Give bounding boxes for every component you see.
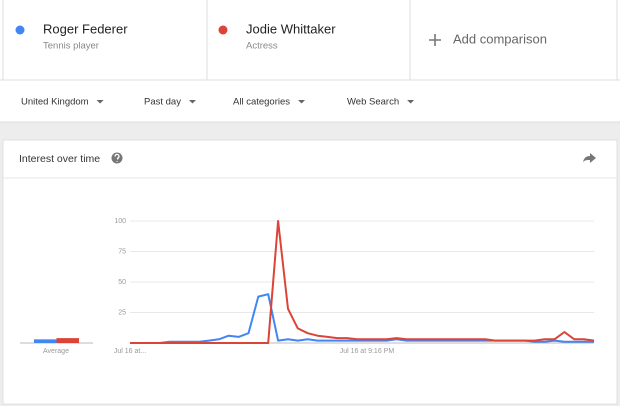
dropdown-arrow (407, 100, 415, 104)
average-bar (56, 338, 79, 343)
series-dot (218, 25, 228, 35)
share-icon[interactable] (583, 153, 596, 163)
search-term-type: Tennis player (43, 41, 99, 52)
y-tick-label: 75 (118, 248, 126, 255)
dropdown-arrow (188, 100, 196, 104)
series-line (130, 220, 595, 344)
y-tick-label: 100 (114, 218, 126, 225)
search-term[interactable]: Jodie Whittaker (246, 21, 336, 36)
average-label: Average (43, 348, 69, 355)
plus-icon (429, 34, 441, 46)
average-bar (34, 339, 57, 343)
y-tick-label: 25 (118, 309, 126, 316)
filter-dropdown[interactable]: All categories (233, 97, 290, 108)
add-comparison-label[interactable]: Add comparison (453, 31, 547, 46)
x-tick-label: Jul 16 at 9:16 PM (340, 348, 395, 355)
series-dot (15, 25, 25, 35)
top-panel (0, 0, 620, 122)
help-glyph (114, 153, 120, 162)
add-comparison[interactable]: Add comparison (429, 31, 547, 46)
x-tick-label: Jul 16 at... (114, 348, 146, 355)
card-title: Interest over time (19, 153, 100, 165)
search-term[interactable]: Roger Federer (43, 21, 128, 36)
search-term-type: Actress (246, 41, 278, 52)
card (2, 139, 618, 405)
dropdown-arrow (96, 100, 104, 104)
filter-dropdown[interactable]: Web Search (347, 97, 399, 108)
y-tick-label: 50 (118, 279, 126, 286)
filter-dropdown[interactable]: Past day (144, 97, 181, 108)
filter-dropdown[interactable]: United Kingdom (21, 97, 89, 108)
dropdown-arrow (298, 100, 306, 104)
